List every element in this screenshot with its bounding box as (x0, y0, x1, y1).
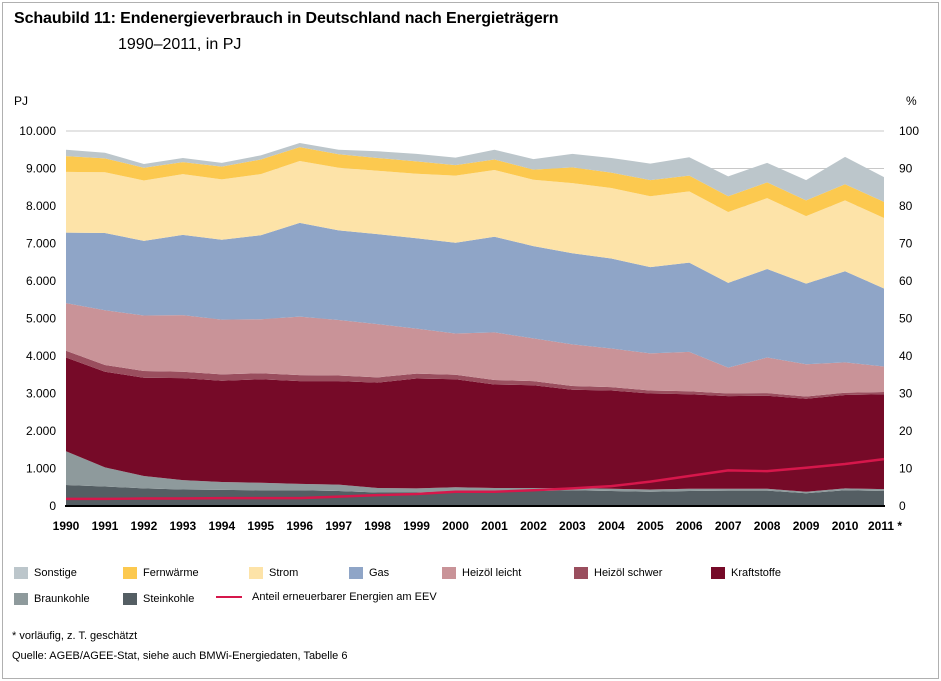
chart-title: Schaubild 11: Endenergieverbrauch in Deu… (14, 10, 559, 27)
y-tick-label-left: 7.000 (26, 237, 56, 251)
area-sonstige (66, 143, 884, 202)
y-tick-label-left: 9.000 (26, 162, 56, 176)
area-kraftstoffe (66, 357, 884, 492)
y-tick-label-right: 90 (899, 162, 913, 176)
x-tick-label: 1998 (364, 519, 391, 533)
footnote: * vorläufig, z. T. geschätzt (12, 630, 138, 642)
legend-swatch (14, 567, 28, 579)
x-tick-label: 2011 * (868, 519, 902, 533)
x-tick-label: 1991 (92, 519, 119, 533)
legend-swatch (14, 593, 28, 605)
renewables-line-layer (66, 457, 885, 501)
x-tick-label: 2001 (481, 519, 508, 533)
renewables-share-line (66, 457, 885, 501)
x-tick-label: 1996 (286, 519, 313, 533)
y-tick-label-right: 60 (899, 274, 913, 288)
y-tick-label-right: 100 (899, 124, 919, 138)
y-tick-label-right: 0 (899, 499, 906, 513)
area-heizoel-leicht (66, 303, 884, 397)
legend-label: Strom (269, 567, 299, 579)
legend-label: Fernwärme (143, 567, 199, 579)
x-tick-label: 2004 (598, 519, 625, 533)
y-tick-label-right: 30 (899, 387, 913, 401)
legend-swatch (349, 567, 363, 579)
legend-item-steinkohle: Steinkohle (123, 593, 194, 605)
x-tick-label: 2007 (715, 519, 742, 533)
y-axis-label-right: % (906, 94, 917, 108)
y-axis-label-left: PJ (14, 94, 28, 108)
x-tick-label: 1995 (247, 519, 274, 533)
x-tick-label: 1990 (53, 519, 80, 533)
legend-item-sonstige: Sonstige (14, 567, 77, 579)
legend-swatch (123, 567, 137, 579)
y-tick-label-right: 50 (899, 312, 913, 326)
legend-swatch (442, 567, 456, 579)
x-tick-label: 1993 (170, 519, 197, 533)
legend-item-strom: Strom (249, 567, 298, 579)
area-heizoel-schwer (66, 350, 884, 399)
y-tick-label-left: 10.000 (19, 124, 56, 138)
legend-label: Anteil erneuerbarer Energien am EEV (252, 591, 437, 603)
x-tick-label: 2003 (559, 519, 586, 533)
legend-label: Braunkohle (34, 593, 90, 605)
y-tick-label-left: 1.000 (26, 462, 56, 476)
y-tick-label-left: 6.000 (26, 274, 56, 288)
legend-swatch (711, 567, 725, 579)
area-gas (66, 222, 884, 368)
y-tick-label-right: 40 (899, 349, 913, 363)
legend-label: Steinkohle (143, 593, 195, 605)
legend-swatch (123, 593, 137, 605)
x-tick-label: 2009 (793, 519, 820, 533)
y-tick-label-left: 5.000 (26, 312, 56, 326)
area-fernwaerme (66, 147, 884, 218)
x-tick-label: 2010 (832, 519, 859, 533)
legend-item-gas: Gas (349, 567, 389, 579)
x-tick-label: 1994 (208, 519, 235, 533)
legend-swatch (249, 567, 263, 579)
y-tick-label-left: 2.000 (26, 424, 56, 438)
legend-item-renewables-share: Anteil erneuerbarer Energien am EEV (216, 591, 437, 603)
chart-subtitle: 1990–2011, in PJ (118, 36, 242, 53)
source-note: Quelle: AGEB/AGEE-Stat, siehe auch BMWi-… (12, 650, 348, 662)
y-tick-label-left: 8.000 (26, 199, 56, 213)
legend-item-heizoel-schwer: Heizöl schwer (574, 567, 662, 579)
legend-label: Heizöl leicht (462, 567, 522, 579)
legend-label: Heizöl schwer (594, 567, 663, 579)
legend-line-swatch (216, 596, 242, 598)
y-tick-label-left: 0 (49, 499, 56, 513)
legend-item-braunkohle: Braunkohle (14, 593, 90, 605)
y-tick-label-right: 20 (899, 424, 913, 438)
legend-label: Kraftstoffe (731, 567, 781, 579)
x-tick-label: 2006 (676, 519, 703, 533)
area-strom (66, 161, 884, 289)
legend-label: Sonstige (34, 567, 77, 579)
legend-item-heizoel-leicht: Heizöl leicht (442, 567, 521, 579)
x-tick-label: 1992 (131, 519, 158, 533)
y-tick-label-right: 10 (899, 462, 913, 476)
y-tick-label-left: 4.000 (26, 349, 56, 363)
x-tick-label: 2000 (442, 519, 469, 533)
legend-swatch (574, 567, 588, 579)
legend-label: Gas (369, 567, 390, 579)
stacked-areas (66, 143, 884, 506)
y-tick-label-right: 70 (899, 237, 913, 251)
x-tick-label: 2002 (520, 519, 547, 533)
y-tick-label-left: 3.000 (26, 387, 56, 401)
y-tick-label-right: 80 (899, 199, 913, 213)
legend-item-fernwaerme: Fernwärme (123, 567, 199, 579)
x-tick-label: 1997 (325, 519, 352, 533)
axes: 0 1.000 2.000 3.000 4.000 5.000 6.000 7.000 8.00… (14, 94, 919, 533)
legend-item-kraftstoffe: Kraftstoffe (711, 567, 781, 579)
x-tick-label: 1999 (403, 519, 430, 533)
x-tick-label: 2005 (637, 519, 664, 533)
x-tick-label: 2008 (754, 519, 781, 533)
